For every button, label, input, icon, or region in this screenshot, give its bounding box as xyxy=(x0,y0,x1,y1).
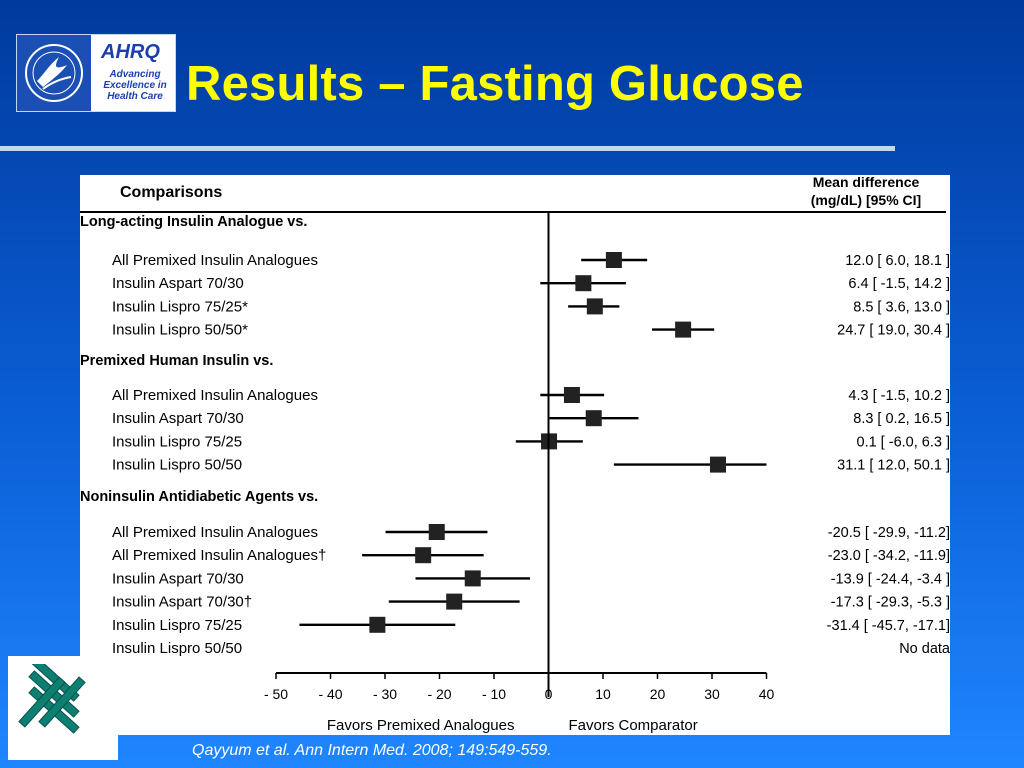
x-label-right: Favors Comparator xyxy=(569,717,698,734)
row-ci-text: 8.3 [ 0.2, 16.5 ] xyxy=(853,411,950,427)
mean-marker xyxy=(415,547,432,564)
mean-marker xyxy=(563,387,580,403)
row-label: All Premixed Insulin Analogues† xyxy=(112,547,326,564)
row-label: Insulin Lispro 75/25* xyxy=(112,298,248,315)
forest-plot: Comparisons Mean difference (mg/dL) [95% C… xyxy=(80,174,951,734)
x-tick-label: 0 xyxy=(545,686,553,702)
x-tick-label: 30 xyxy=(704,686,720,702)
x-tick-label: 10 xyxy=(595,686,611,702)
x-tick-label: - 20 xyxy=(427,686,451,702)
x-tick-label: - 50 xyxy=(264,686,288,702)
x-label-left: Favors Premixed Analogues xyxy=(327,717,515,734)
row-ci-text: No data xyxy=(899,641,950,657)
row-label: Insulin Aspart 70/30 xyxy=(112,410,244,427)
row-label: Insulin Lispro 50/50* xyxy=(112,322,248,339)
comparisons-header: Comparisons xyxy=(120,184,222,201)
epc-building-icon xyxy=(18,664,86,734)
epc-logo xyxy=(8,656,118,760)
ahrq-tagline: Advancing Excellence in Health Care xyxy=(97,69,173,102)
row-label: All Premixed Insulin Analogues xyxy=(112,524,318,541)
title-rule xyxy=(0,146,895,151)
row-label: All Premixed Insulin Analogues xyxy=(112,387,318,404)
row-ci-text: 6.4 [ -1.5, 14.2 ] xyxy=(848,276,950,292)
mean-marker xyxy=(464,570,481,587)
mean-diff-header-1: Mean difference xyxy=(813,175,920,190)
hhs-logo xyxy=(17,35,91,111)
x-tick-label: 40 xyxy=(759,686,775,702)
row-ci-text: 24.7 [ 19.0, 30.4 ] xyxy=(837,323,950,339)
citation: Qayyum et al. Ann Intern Med. 2008; 149:… xyxy=(192,742,552,759)
slide-title: Results – Fasting Glucose xyxy=(186,57,804,111)
row-label: Insulin Aspart 70/30† xyxy=(112,594,252,611)
row-ci-text: 8.5 [ 3.6, 13.0 ] xyxy=(853,299,950,315)
row-ci-text: 31.1 [ 12.0, 50.1 ] xyxy=(837,458,950,474)
x-tick-label: - 40 xyxy=(318,686,342,702)
logo-box: AHRQ Advancing Excellence in Health Care xyxy=(16,34,176,112)
row-label: Insulin Aspart 70/30 xyxy=(112,275,244,292)
mean-marker xyxy=(586,298,603,315)
group-heading: Noninsulin Antidiabetic Agents vs. xyxy=(80,489,318,505)
x-tick-label: - 30 xyxy=(373,686,397,702)
group-heading: Premixed Human Insulin vs. xyxy=(80,353,273,369)
row-ci-text: -13.9 [ -24.4, -3.4 ] xyxy=(831,571,950,587)
row-label: Insulin Lispro 75/25 xyxy=(112,617,242,634)
row-label: All Premixed Insulin Analogues xyxy=(112,252,318,269)
row-ci-text: 0.1 [ -6.0, 6.3 ] xyxy=(857,434,951,450)
x-tick-label: 20 xyxy=(650,686,666,702)
row-ci-text: -23.0 [ -34.2, -11.9] xyxy=(828,548,950,564)
ahrq-brand: AHRQ xyxy=(101,41,160,63)
row-ci-text: -31.4 [ -45.7, -17.1] xyxy=(827,618,950,634)
row-ci-text: 4.3 [ -1.5, 10.2 ] xyxy=(848,388,950,404)
mean-marker xyxy=(709,456,726,473)
mean-marker xyxy=(428,524,445,540)
row-label: Insulin Lispro 50/50 xyxy=(112,457,242,474)
row-label: Insulin Lispro 50/50 xyxy=(112,640,242,657)
group-heading: Long-acting Insulin Analogue vs. xyxy=(80,214,307,230)
ahrq-logo: AHRQ Advancing Excellence in Health Care xyxy=(95,35,175,111)
row-label: Insulin Aspart 70/30 xyxy=(112,570,244,587)
mean-marker xyxy=(446,593,463,610)
mean-diff-header-2: (mg/dL) [95% CI] xyxy=(811,192,921,208)
row-ci-text: -17.3 [ -29.3, -5.3 ] xyxy=(831,595,950,611)
hhs-eagle-seal-icon xyxy=(25,44,83,102)
ahrq-tagline-line-3: Health Care xyxy=(107,91,163,102)
ahrq-tagline-line-1: Advancing xyxy=(109,69,161,80)
mean-marker xyxy=(605,252,622,268)
x-tick-label: - 10 xyxy=(482,686,506,702)
forest-plot-panel: Comparisons Mean difference (mg/dL) [95% C… xyxy=(80,174,951,735)
mean-marker xyxy=(575,275,592,292)
row-ci-text: -20.5 [ -29.9, -11.2] xyxy=(828,525,950,541)
row-label: Insulin Lispro 75/25 xyxy=(112,433,242,450)
mean-marker xyxy=(585,410,602,427)
row-ci-text: 12.0 [ 6.0, 18.1 ] xyxy=(845,253,950,269)
mean-marker xyxy=(675,321,692,338)
ahrq-tagline-line-2: Excellence in xyxy=(103,80,167,91)
mean-marker xyxy=(369,616,386,633)
